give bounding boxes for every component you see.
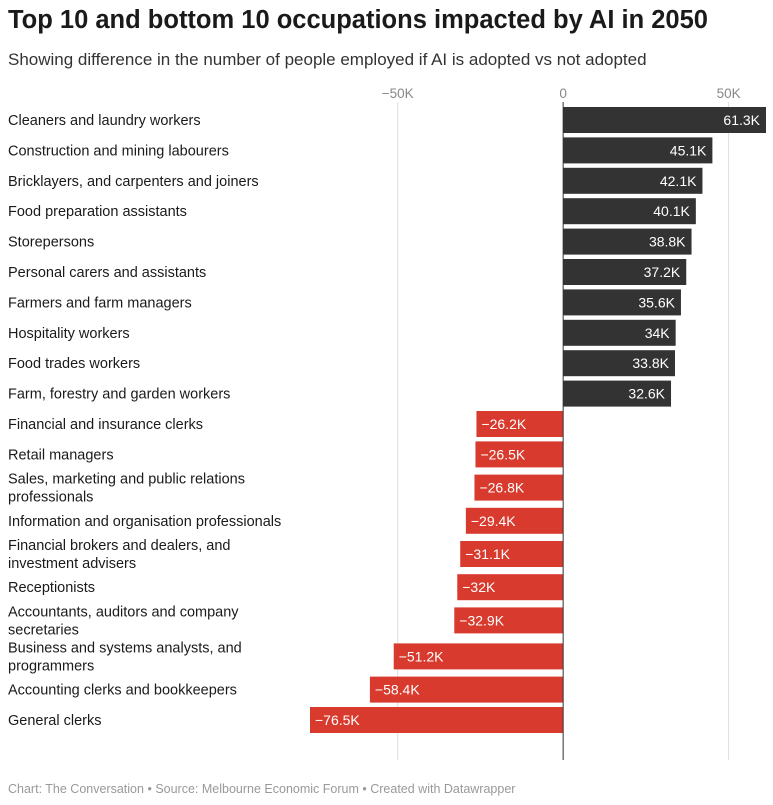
category-label: Bricklayers, and carpenters and joiners bbox=[8, 174, 259, 190]
bar-chart: −50K 0 50K 61.3K Cleaners and laundry worker… bbox=[8, 86, 766, 760]
bar-value-label: 37.2K bbox=[644, 264, 681, 280]
category-label: Accounting clerks and bookkeepers bbox=[8, 683, 237, 699]
bar-value-label: 61.3K bbox=[723, 112, 760, 128]
chart-footer: Chart: The Conversation • Source: Melbou… bbox=[8, 782, 515, 796]
category-label: Food trades workers bbox=[8, 356, 140, 372]
footer-separator: • bbox=[362, 782, 367, 796]
bar bbox=[563, 228, 692, 255]
bar-value-label: −32K bbox=[462, 579, 496, 595]
bar bbox=[563, 350, 675, 377]
footer-chart-credit: Chart: The Conversation bbox=[8, 782, 144, 796]
bar-value-label: −32.9K bbox=[459, 612, 504, 628]
bar-value-label: 32.6K bbox=[628, 386, 665, 402]
category-label: Storepersons bbox=[8, 235, 94, 251]
category-label: Food preparation assistants bbox=[8, 204, 187, 220]
bar bbox=[563, 167, 703, 194]
bar-value-label: 35.6K bbox=[638, 294, 675, 310]
bar-value-label: 34K bbox=[645, 325, 671, 341]
category-label: Sales, marketing and public relations bbox=[8, 472, 245, 488]
bar-value-label: −26.5K bbox=[480, 446, 525, 462]
category-label: Hospitality workers bbox=[8, 326, 130, 342]
category-label: professionals bbox=[8, 490, 93, 506]
bar-value-label: −76.5K bbox=[315, 712, 360, 728]
bar-value-label: −26.2K bbox=[481, 416, 526, 432]
bar bbox=[474, 474, 564, 501]
bar bbox=[563, 198, 696, 225]
category-label: Farm, forestry and garden workers bbox=[8, 387, 230, 403]
bar-value-label: 38.8K bbox=[649, 234, 686, 250]
category-label: Personal carers and assistants bbox=[8, 265, 206, 281]
category-label: Receptionists bbox=[8, 580, 95, 596]
category-label: Business and systems analysts, and bbox=[8, 640, 242, 656]
bar-value-label: 42.1K bbox=[660, 173, 697, 189]
category-label: Cleaners and laundry workers bbox=[8, 113, 201, 129]
bar-value-label: −31.1K bbox=[465, 546, 510, 562]
category-label: Retail managers bbox=[8, 447, 114, 463]
category-label: secretaries bbox=[8, 622, 79, 638]
bar bbox=[563, 259, 687, 285]
category-label: Financial brokers and dealers, and bbox=[8, 538, 230, 554]
x-tick-label: 50K bbox=[717, 86, 741, 101]
bar bbox=[393, 643, 564, 670]
bar bbox=[460, 541, 564, 567]
bar bbox=[457, 574, 564, 601]
bar bbox=[465, 507, 564, 534]
bar-value-label: 40.1K bbox=[653, 203, 690, 219]
bar bbox=[563, 107, 766, 133]
bar bbox=[454, 607, 564, 634]
category-label: General clerks bbox=[8, 713, 101, 729]
bar bbox=[563, 289, 681, 316]
bar-value-label: 45.1K bbox=[670, 142, 707, 158]
bar-value-label: −26.8K bbox=[479, 480, 524, 496]
bar-value-label: −29.4K bbox=[471, 513, 516, 529]
category-label: Construction and mining labourers bbox=[8, 143, 229, 159]
bar bbox=[563, 319, 676, 346]
bar-value-label: −51.2K bbox=[399, 648, 444, 664]
category-label: investment advisers bbox=[8, 556, 136, 572]
bar bbox=[563, 137, 713, 164]
category-label: Farmers and farm managers bbox=[8, 295, 192, 311]
footer-source: Source: Melbourne Economic Forum bbox=[155, 782, 359, 796]
footer-created-with: Created with Datawrapper bbox=[370, 782, 516, 796]
bar bbox=[475, 441, 564, 468]
category-label: Financial and insurance clerks bbox=[8, 417, 203, 433]
bar bbox=[563, 380, 672, 407]
category-label: programmers bbox=[8, 658, 94, 674]
footer-separator: • bbox=[147, 782, 152, 796]
chart-title: Top 10 and bottom 10 occupations impacte… bbox=[8, 6, 708, 34]
chart-subtitle: Showing difference in the number of peop… bbox=[8, 50, 647, 69]
bar bbox=[476, 411, 564, 437]
category-label: Information and organisation professiona… bbox=[8, 514, 281, 530]
x-tick-label: 0 bbox=[559, 86, 567, 101]
bar bbox=[310, 707, 564, 733]
category-label: Accountants, auditors and company bbox=[8, 604, 239, 620]
bar-value-label: −58.4K bbox=[375, 682, 420, 698]
bar-value-label: 33.8K bbox=[632, 355, 669, 371]
x-tick-label: −50K bbox=[382, 86, 414, 101]
bar bbox=[369, 676, 564, 703]
